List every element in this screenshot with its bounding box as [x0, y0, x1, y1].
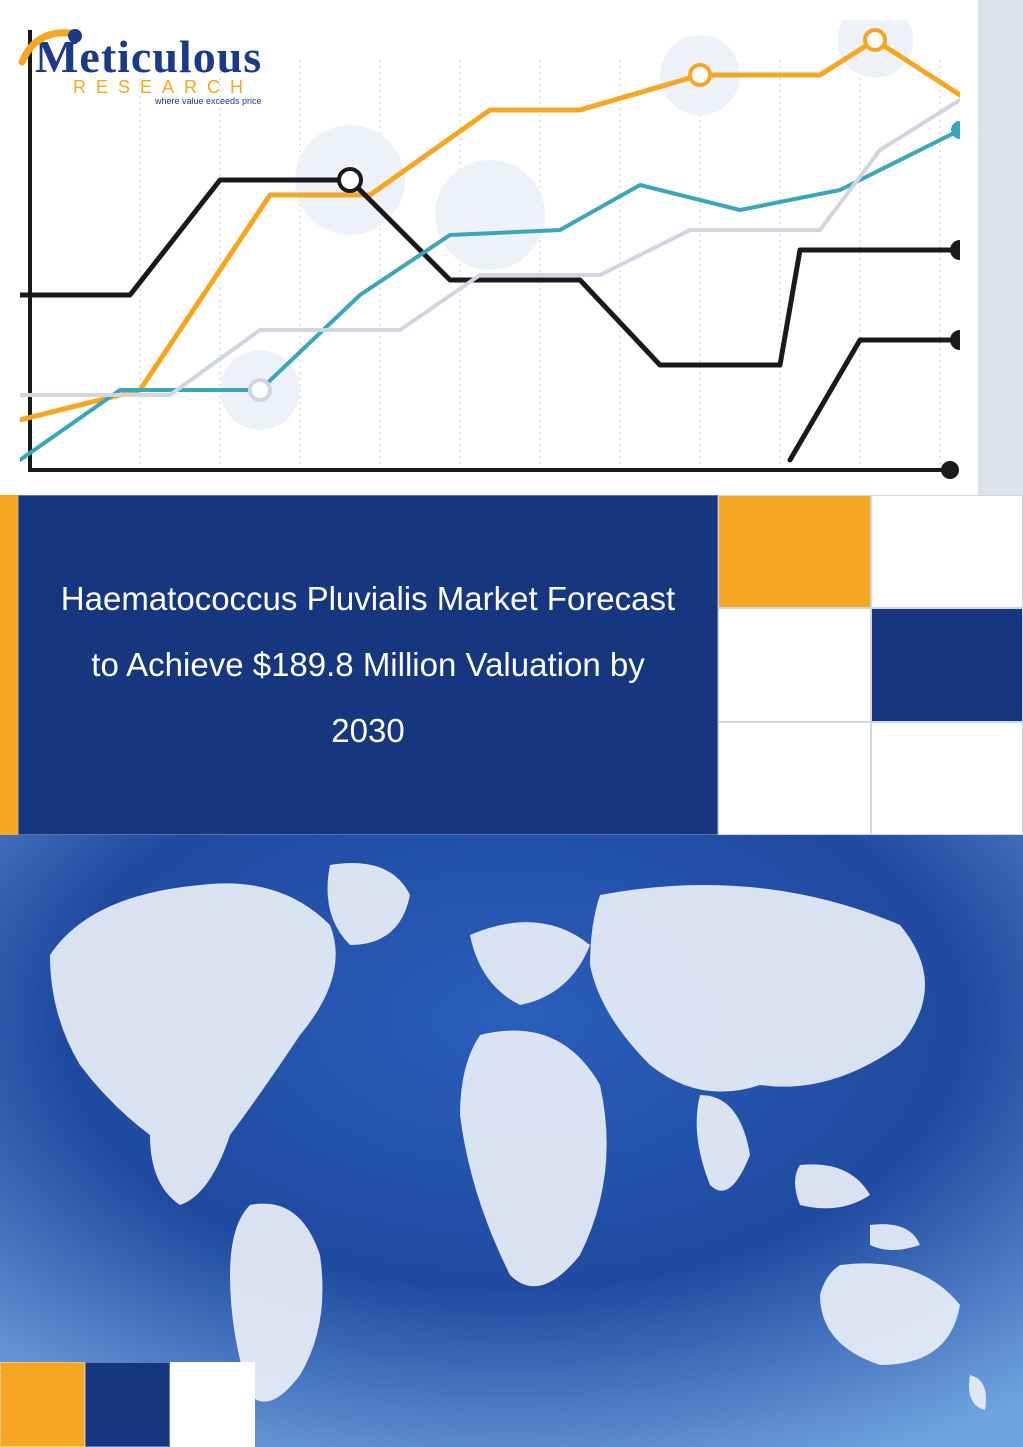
grid-cell: [871, 608, 1023, 721]
grid-cell: [718, 608, 871, 721]
corner-squares: [0, 1362, 255, 1447]
world-map-svg: [0, 835, 1023, 1447]
corner-cell: [0, 1362, 85, 1447]
grid-cell: [871, 495, 1023, 608]
grid-row: [718, 608, 1023, 721]
brand-logo: Meticulous RESEARCH where value exceeds …: [35, 30, 262, 106]
world-map-section: [0, 835, 1023, 1447]
title-accent-bar: [0, 495, 18, 835]
report-title: Haematococcus Pluvialis Market Forecast …: [59, 566, 677, 764]
logo-swoosh-icon: [17, 22, 87, 77]
grid-row: [718, 495, 1023, 608]
decorative-grid: [718, 495, 1023, 835]
corner-cell: [170, 1362, 255, 1447]
title-band: Haematococcus Pluvialis Market Forecast …: [0, 495, 1023, 835]
grid-cell: [871, 722, 1023, 835]
grid-cell: [718, 722, 871, 835]
grid-cell: [718, 495, 871, 608]
corner-cell: [85, 1362, 170, 1447]
title-panel: Haematococcus Pluvialis Market Forecast …: [18, 495, 718, 835]
right-accent-strip: [978, 0, 1023, 495]
report-cover: Meticulous RESEARCH where value exceeds …: [0, 0, 1023, 1447]
grid-row: [718, 722, 1023, 835]
